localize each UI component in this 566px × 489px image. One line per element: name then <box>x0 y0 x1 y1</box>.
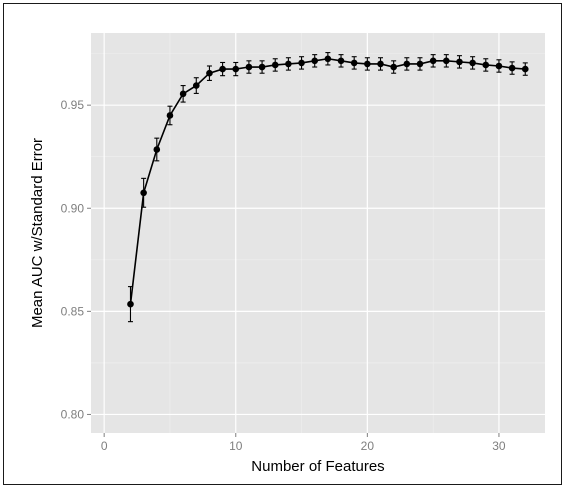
data-point <box>153 146 161 153</box>
x-tick-label: 10 <box>229 439 243 453</box>
data-point <box>390 63 397 71</box>
data-point <box>364 60 371 68</box>
data-point <box>508 64 516 72</box>
y-tick-label: 0.85 <box>61 304 85 318</box>
minor-gridlines <box>91 33 545 433</box>
plot-panel <box>91 33 545 433</box>
y-tick-label: 0.90 <box>61 201 85 215</box>
data-point <box>232 65 240 73</box>
data-point <box>337 57 345 65</box>
chart-frame: 0 10 20 30 0.80 0.85 0.90 0.95 Number of Featur… <box>3 3 562 485</box>
data-point <box>429 57 437 65</box>
x-tick-label: 0 <box>101 439 108 453</box>
data-point <box>192 82 200 89</box>
data-point <box>271 61 279 69</box>
data-point <box>127 300 134 308</box>
data-point <box>140 189 147 197</box>
data-point <box>179 90 187 98</box>
axis-tick-labels: 0 10 20 30 0.80 0.85 0.90 0.95 <box>61 98 506 453</box>
data-point <box>298 59 305 67</box>
major-gridlines <box>91 33 545 433</box>
data-point <box>166 112 174 119</box>
data-point <box>206 69 213 77</box>
data-point <box>469 59 476 67</box>
data-point <box>521 65 529 73</box>
series-group <box>127 52 529 323</box>
y-tick-label: 0.95 <box>61 98 85 112</box>
x-tick-label: 20 <box>361 439 375 453</box>
y-axis-title: Mean AUC w/Standard Error <box>29 138 46 328</box>
data-point <box>443 57 450 65</box>
y-tick-label: 0.80 <box>61 407 85 421</box>
data-point <box>482 61 490 69</box>
data-point <box>324 55 332 63</box>
data-point <box>245 63 253 71</box>
data-point <box>219 65 226 73</box>
data-point <box>285 60 292 68</box>
data-point <box>350 59 358 67</box>
data-point <box>403 60 411 68</box>
auc-line-chart: 0 10 20 30 0.80 0.85 0.90 0.95 Number of Featur… <box>29 33 545 475</box>
data-point <box>456 58 463 66</box>
data-point <box>495 62 503 70</box>
axis-ticks <box>87 104 500 437</box>
data-point <box>377 60 384 68</box>
data-point <box>416 60 424 68</box>
data-point <box>258 63 266 71</box>
data-point <box>311 57 319 65</box>
x-axis-title: Number of Features <box>251 458 384 475</box>
x-tick-label: 30 <box>492 439 506 453</box>
